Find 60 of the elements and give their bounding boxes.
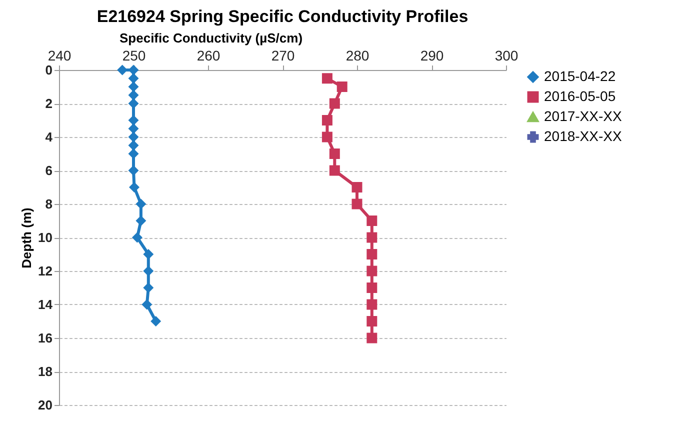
point bbox=[136, 198, 146, 210]
point bbox=[128, 64, 139, 76]
point bbox=[366, 299, 378, 310]
y-tick-label: 16 bbox=[38, 330, 52, 346]
point bbox=[129, 182, 140, 192]
point bbox=[329, 165, 340, 176]
point bbox=[366, 232, 378, 243]
point bbox=[329, 98, 340, 109]
x-axis-title: Specific Conductivity (µS/cm) bbox=[120, 30, 303, 46]
point bbox=[128, 140, 139, 151]
y-tick-label: 10 bbox=[38, 230, 52, 245]
point bbox=[128, 123, 139, 134]
point bbox=[366, 332, 378, 344]
x-tick-label: 300 bbox=[494, 48, 518, 64]
y-tick-label: 4 bbox=[45, 130, 54, 144]
y-tick-label: 0 bbox=[45, 62, 52, 78]
y-tick-label: 12 bbox=[38, 264, 52, 278]
point bbox=[336, 82, 348, 92]
x-tick-label: 270 bbox=[271, 48, 295, 64]
point bbox=[143, 282, 154, 293]
x-tick-label: 260 bbox=[196, 48, 220, 64]
y-tick-label: 14 bbox=[38, 297, 54, 312]
point bbox=[366, 316, 378, 326]
point bbox=[128, 148, 139, 159]
point bbox=[143, 266, 154, 276]
point bbox=[128, 98, 139, 109]
point bbox=[329, 148, 340, 159]
point bbox=[143, 249, 154, 260]
legend-label: 2018-XX-XX bbox=[544, 128, 622, 144]
point bbox=[322, 132, 332, 142]
y-tick-label: 20 bbox=[38, 398, 52, 412]
point bbox=[322, 115, 332, 126]
point bbox=[322, 73, 332, 84]
legend-label: 2017-XX-XX bbox=[544, 108, 622, 124]
point bbox=[150, 316, 162, 326]
y-axis-title: Depth (m) bbox=[19, 208, 34, 268]
point bbox=[352, 182, 362, 192]
point bbox=[128, 132, 139, 142]
x-tick-label: 290 bbox=[420, 48, 444, 64]
y-tick-label: 18 bbox=[38, 364, 52, 379]
point bbox=[352, 198, 362, 210]
point bbox=[142, 299, 152, 310]
x-tick-label: 240 bbox=[48, 48, 72, 64]
y-tick-label: 2 bbox=[45, 96, 52, 111]
legend-label: 2016-05-05 bbox=[544, 88, 616, 104]
x-tick-label: 250 bbox=[122, 48, 146, 64]
chart-title: E216924 Spring Specific Conductivity Profiles bbox=[96, 7, 468, 26]
point bbox=[128, 73, 139, 84]
y-tick-label: 8 bbox=[45, 196, 52, 212]
point bbox=[366, 282, 378, 293]
point bbox=[136, 216, 146, 226]
x-tick-label: 280 bbox=[346, 48, 370, 64]
point bbox=[128, 90, 139, 100]
point bbox=[128, 165, 139, 176]
legend-label: 2015-04-22 bbox=[544, 68, 616, 84]
point bbox=[366, 216, 378, 226]
point bbox=[366, 266, 378, 276]
point bbox=[132, 232, 142, 243]
point bbox=[366, 249, 378, 260]
y-tick-label: 6 bbox=[45, 163, 52, 178]
